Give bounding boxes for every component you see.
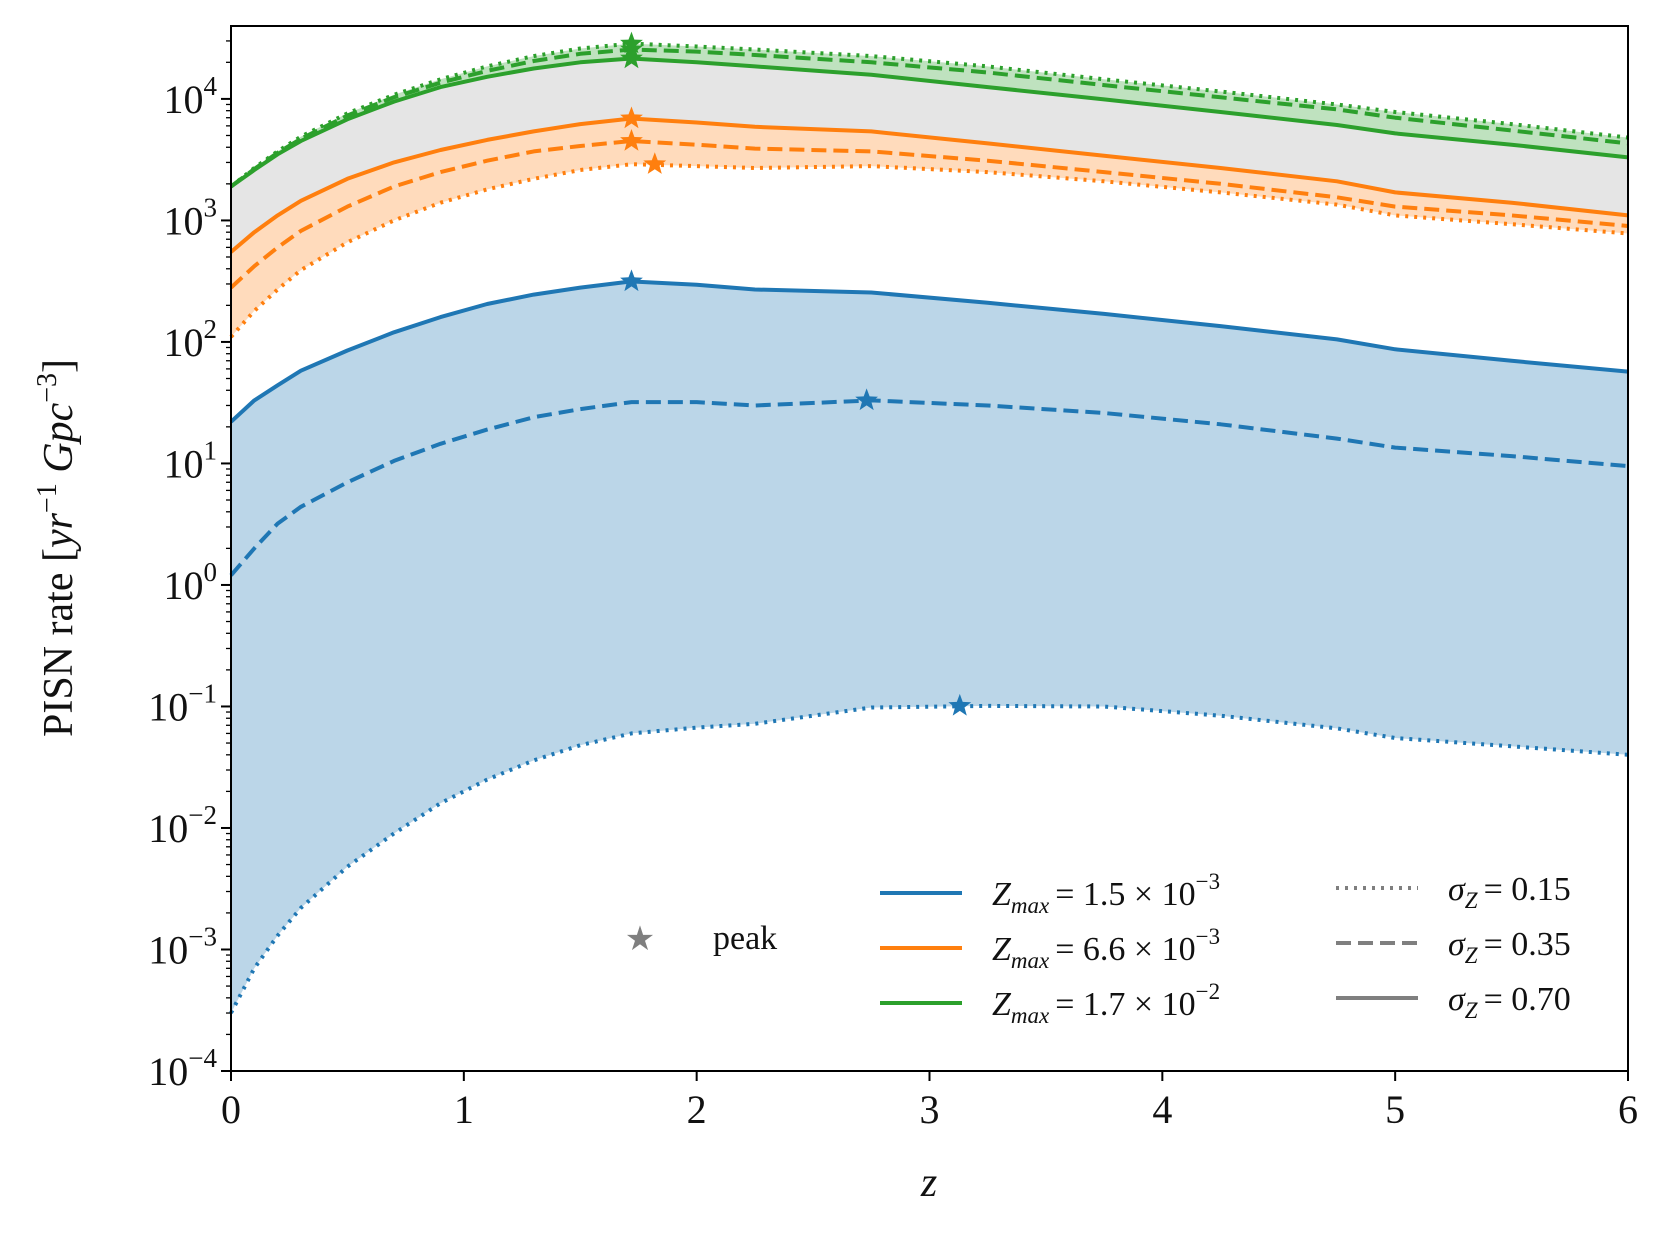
shaded-bands — [231, 43, 1628, 1013]
y-axis-label-yr: yr — [36, 512, 82, 552]
y-tick-label--1: 10−1 — [148, 678, 217, 729]
legend-label-blue: Zmax = 1.5 × 10−3 — [992, 869, 1220, 918]
peak-markers — [620, 31, 972, 716]
series-line-orange-dashed — [229, 139, 1629, 290]
y-tick-label--2: 10−2 — [148, 800, 217, 851]
y-tick-label--4: 10−4 — [148, 1043, 217, 1094]
series-line-blue-dashed — [229, 398, 1629, 577]
y-axis-label: PISN rate [yr−1 Gpc−3] — [32, 359, 82, 737]
x-axis-label: z — [920, 1160, 937, 1206]
peak-marker-green-solid — [620, 46, 643, 69]
peak-marker-blue-dotted — [948, 693, 972, 716]
x-tick-label-1: 1 — [454, 1087, 474, 1132]
y-axis-label-exp1: −1 — [32, 483, 63, 513]
x-tick-label-3: 3 — [920, 1087, 940, 1132]
blue-band — [231, 281, 1628, 1013]
green-band — [231, 43, 1628, 187]
y-axis-label-suffix: ] — [36, 359, 82, 373]
y-axis-label-exp2: −3 — [32, 373, 63, 403]
y-axis-ticks: 10−4 10−3 10−2 10−1 100 101 102 103 104 — [148, 40, 231, 1094]
y-tick-label-4: 104 — [164, 71, 218, 122]
y-axis-label-gpc: Gpc — [36, 402, 82, 472]
legend-label-orange: Zmax = 6.6 × 10−3 — [992, 924, 1220, 973]
x-tick-label-4: 4 — [1152, 1087, 1172, 1132]
gray-band — [231, 58, 1628, 252]
x-tick-label-5: 5 — [1385, 1087, 1405, 1132]
y-tick-label-1: 101 — [164, 435, 218, 486]
orange-band — [231, 118, 1628, 337]
x-tick-label-2: 2 — [687, 1087, 707, 1132]
legend-label-dotted: σZ = 0.15 — [1448, 871, 1571, 913]
x-axis-ticks: 0 1 2 3 4 5 6 — [221, 1071, 1638, 1132]
legend-label-green: Zmax = 1.7 × 10−2 — [992, 979, 1220, 1028]
legend-label-dashed: σZ = 0.35 — [1448, 926, 1571, 968]
peak-marker-orange-dotted — [643, 152, 667, 174]
peak-marker-orange-solid — [620, 106, 643, 129]
y-tick-label-2: 102 — [164, 314, 218, 365]
x-tick-label-0: 0 — [221, 1087, 241, 1132]
x-tick-label-6: 6 — [1618, 1087, 1638, 1132]
y-axis-label-prefix: PISN rate [ — [36, 548, 82, 737]
legend-label-solid: σZ = 0.70 — [1448, 981, 1571, 1023]
legend: ★ peak Zmax = 1.5 × 10−3 Zmax = 6.6 × 10−3… — [625, 869, 1571, 1028]
peak-marker-orange-dashed — [620, 129, 643, 151]
y-tick-label-3: 103 — [164, 192, 218, 243]
legend-peak-label: peak — [713, 920, 777, 957]
peak-marker-blue-dashed — [855, 388, 878, 411]
y-tick-label--3: 10−3 — [148, 921, 217, 972]
peak-marker-blue-solid — [620, 269, 643, 292]
y-tick-label-0: 100 — [164, 557, 218, 608]
legend-peak-marker: ★ — [625, 919, 655, 959]
series-line-blue-dotted — [229, 703, 1629, 1014]
